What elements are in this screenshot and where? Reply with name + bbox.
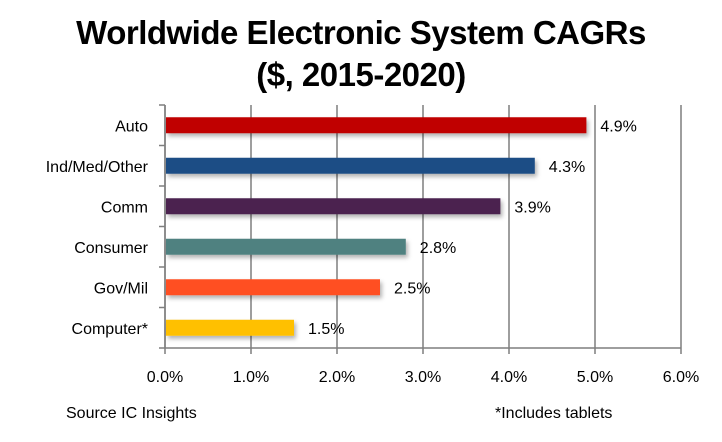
x-tick-label: 0.0%: [147, 369, 183, 386]
value-label: 3.9%: [514, 199, 550, 216]
category-label: Consumer: [74, 240, 148, 257]
category-label: Computer*: [72, 321, 148, 338]
category-label: Comm: [101, 199, 148, 216]
bar: [166, 157, 535, 174]
category-label: Gov/Mil: [94, 280, 148, 297]
category-label: Ind/Med/Other: [46, 159, 149, 176]
bar: [166, 198, 501, 215]
x-tick-label: 2.0%: [319, 369, 355, 386]
bar: [166, 238, 406, 255]
chart-title: Worldwide Electronic System CAGRs: [76, 14, 646, 51]
x-tick-label: 6.0%: [663, 369, 699, 386]
source-note: Source IC Insights: [66, 405, 197, 422]
category-label: Auto: [115, 118, 148, 135]
x-tick-label: 5.0%: [577, 369, 613, 386]
x-tick-label: 1.0%: [233, 369, 269, 386]
bar: [166, 117, 587, 134]
value-label: 4.9%: [600, 118, 636, 135]
value-label: 2.5%: [394, 280, 430, 297]
value-label: 1.5%: [308, 321, 344, 338]
value-label: 2.8%: [420, 240, 456, 257]
value-label: 4.3%: [549, 159, 585, 176]
footnote: *Includes tablets: [495, 405, 613, 422]
chart-subtitle: ($, 2015-2020): [256, 56, 466, 93]
bar: [166, 279, 380, 296]
x-tick-label: 3.0%: [405, 369, 441, 386]
x-tick-label: 4.0%: [491, 369, 527, 386]
bar: [166, 319, 294, 336]
